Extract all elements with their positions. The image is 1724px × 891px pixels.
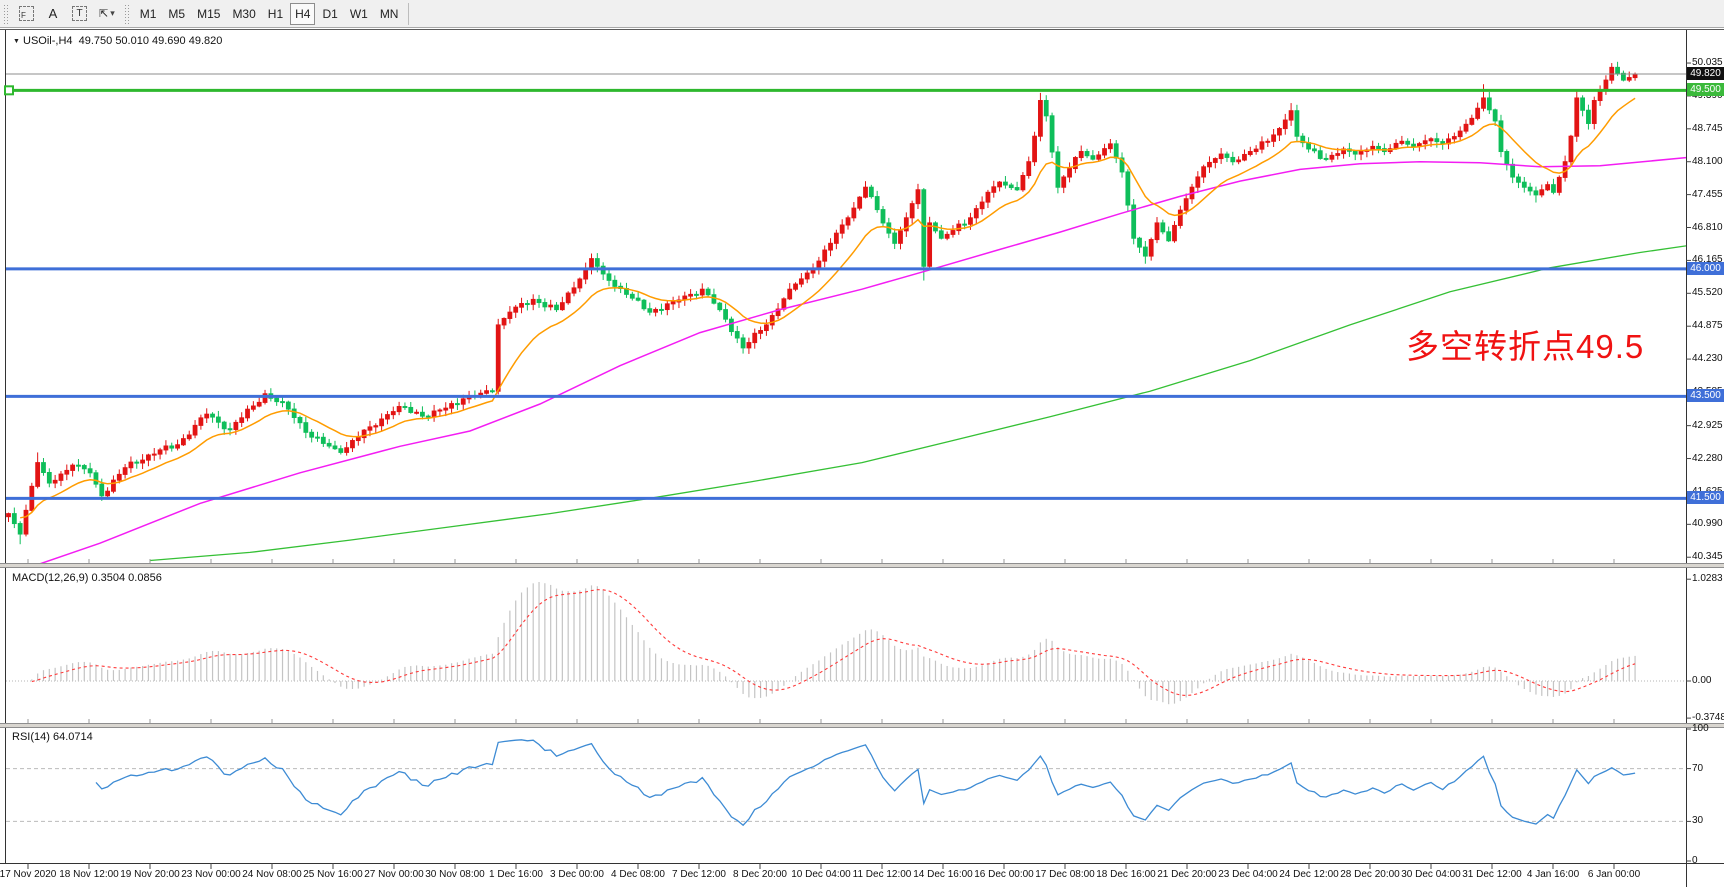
timeframe-button-D1[interactable]: D1	[322, 6, 338, 21]
time-axis-label: 30 Nov 08:00	[425, 869, 485, 880]
price-tick-label: 42.925	[1692, 419, 1723, 431]
price-tick-label: 50.035	[1692, 57, 1723, 69]
collapse-arrow-icon[interactable]: ▼	[13, 38, 20, 45]
horizontal-lines-layer[interactable]	[4, 73, 1686, 500]
time-axis-label: 19 Nov 20:00	[120, 869, 180, 880]
rsi-tick-label: 70	[1692, 762, 1704, 774]
time-axis-label: 16 Dec 00:00	[974, 869, 1034, 880]
price-badge-49.820: 49.820	[1687, 67, 1724, 80]
time-axis-label: 31 Dec 12:00	[1462, 869, 1522, 880]
arrows-tool-button[interactable]: ⇱ ▾	[94, 3, 120, 25]
time-axis-label: 18 Dec 16:00	[1096, 869, 1156, 880]
main-price-panel[interactable]	[6, 61, 1686, 575]
selection-tool-icon: F	[19, 6, 34, 21]
toolbar-separator	[408, 2, 410, 25]
toolbar: F A T ⇱ ▾ M1 M5 M15 M30 H1 H4 D1 W1 MN	[0, 0, 1724, 28]
timeframe-button-MN[interactable]: MN	[379, 6, 399, 21]
drawing-tools-group: F A T ⇱ ▾	[13, 3, 121, 25]
candles-layer	[6, 61, 1638, 545]
price-badge-49.500: 49.500	[1687, 83, 1724, 97]
price-tick-label: 48.100	[1692, 155, 1723, 167]
rsi-indicator-label: RSI(14) 64.0714	[12, 731, 93, 743]
price-tick-label: 48.745	[1692, 122, 1723, 134]
time-axis-label: 28 Dec 20:00	[1340, 869, 1400, 880]
time-axis-label: 21 Dec 20:00	[1157, 869, 1217, 880]
time-axis-label: 1 Dec 16:00	[489, 869, 543, 880]
timeframe-button-M1[interactable]: M1	[139, 6, 157, 21]
chart-title: ▼ USOil-,H4 49.750 50.010 49.690 49.820	[13, 35, 222, 47]
text-tool-button[interactable]: T	[67, 3, 92, 25]
time-axis-label: 4 Dec 08:00	[611, 869, 665, 880]
price-tick-label: 40.345	[1692, 551, 1723, 563]
chart-borders	[0, 29, 1724, 887]
time-axis-label: 18 Nov 12:00	[59, 869, 119, 880]
timeframe-button-M15[interactable]: M15	[197, 6, 221, 21]
price-tick-label: 47.455	[1692, 188, 1723, 200]
time-axis-label: 6 Jan 00:00	[1587, 869, 1641, 880]
macd-indicator-label: MACD(12,26,9) 0.3504 0.0856	[12, 572, 162, 584]
price-tick-label: 42.280	[1692, 452, 1723, 464]
time-axis-label: 30 Dec 04:00	[1401, 869, 1461, 880]
timeframe-button-W1[interactable]: W1	[349, 6, 368, 21]
price-tick-label: 46.810	[1692, 221, 1723, 233]
label-tool-icon: A	[48, 6, 58, 21]
toolbar-grip[interactable]	[3, 3, 10, 24]
selection-tool-button[interactable]: F	[14, 3, 39, 25]
ma-green-line	[149, 245, 1686, 562]
time-axis-label: 23 Dec 04:00	[1218, 869, 1278, 880]
timeframe-buttons-group: M1 M5 M15 M30 H1 H4 D1 W1 MN	[134, 2, 405, 25]
price-tick-label: 46.165	[1692, 254, 1723, 266]
dropdown-caret-icon: ▾	[110, 8, 115, 18]
text-tool-icon: T	[72, 6, 87, 21]
price-tick-label: 44.230	[1692, 353, 1723, 365]
timeframe-button-M30[interactable]: M30	[232, 6, 256, 21]
time-axis-label: 24 Dec 12:00	[1279, 869, 1339, 880]
macd-tick-label: 0.00	[1692, 675, 1712, 686]
price-badge-41.500: 41.500	[1687, 491, 1724, 505]
time-axis-label: 24 Nov 08:00	[242, 869, 302, 880]
time-axis-label: 17 Nov 2020	[0, 869, 57, 880]
price-badge-43.500: 43.500	[1687, 389, 1724, 403]
macd-signal-line	[31, 589, 1636, 697]
ma-orange-line	[20, 97, 1636, 519]
price-tick-label: 45.520	[1692, 287, 1723, 299]
time-axis-label: 10 Dec 04:00	[791, 869, 851, 880]
macd-histogram	[31, 582, 1636, 705]
time-axis-label: 8 Dec 20:00	[733, 869, 787, 880]
time-axis-label: 17 Dec 08:00	[1035, 869, 1095, 880]
arrows-tool-icon: ⇱	[99, 8, 109, 20]
timeframe-button-H1[interactable]: H1	[267, 6, 284, 21]
annotation-text[interactable]: 多空转折点49.5	[1406, 328, 1645, 365]
toolbar-grip-2[interactable]	[123, 3, 131, 24]
time-axis-label: 27 Nov 00:00	[364, 869, 424, 880]
macd-tick-label: 1.0283	[1692, 573, 1723, 585]
rsi-tick-label: 30	[1692, 815, 1704, 827]
chart-title-text: USOil-,H4 49.750 50.010 49.690 49.820	[23, 35, 223, 47]
timeframe-button-M5[interactable]: M5	[168, 6, 186, 21]
time-axis-label: 25 Nov 16:00	[303, 869, 363, 880]
time-axis-label: 7 Dec 12:00	[672, 869, 726, 880]
time-axis-label: 4 Jan 16:00	[1526, 869, 1580, 880]
rsi-panel[interactable]	[6, 739, 1686, 827]
label-tool-button[interactable]: A	[41, 3, 65, 25]
ma-magenta-line	[40, 156, 1686, 563]
price-tick-label: 44.875	[1692, 320, 1723, 332]
price-tick-label: 40.990	[1692, 518, 1723, 530]
hline-49-500-handle[interactable]	[4, 85, 14, 96]
rsi-line	[95, 739, 1636, 827]
rsi-tick-label: 100	[1692, 723, 1709, 734]
panel-separator-macd-rsi[interactable]	[0, 723, 1724, 728]
macd-panel[interactable]	[6, 582, 1686, 705]
price-badge-46.000: 46.000	[1687, 261, 1724, 275]
time-axis-label: 11 Dec 12:00	[852, 869, 912, 880]
time-axis-label: 3 Dec 00:00	[550, 869, 604, 880]
macd-tick-label: -0.3748	[1692, 712, 1724, 724]
panel-separator-main-macd[interactable]	[0, 563, 1724, 568]
timeframe-button-H4[interactable]: H4	[290, 2, 316, 25]
time-axis-label: 14 Dec 16:00	[913, 869, 973, 880]
rsi-tick-label: 0	[1692, 855, 1698, 866]
time-axis-label: 23 Nov 00:00	[181, 869, 241, 880]
